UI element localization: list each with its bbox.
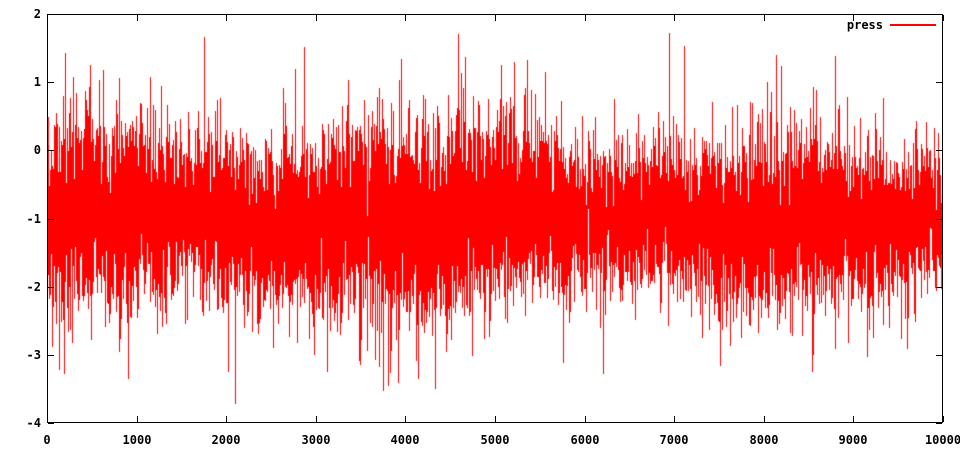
axis-tick-mark xyxy=(48,14,54,15)
x-tick-label: 7000 xyxy=(659,433,689,447)
axis-tick-mark xyxy=(764,416,765,422)
axis-tick-mark xyxy=(316,15,317,21)
axis-tick-mark xyxy=(674,416,675,422)
axis-tick-mark xyxy=(936,82,942,83)
y-tick-label: 1 xyxy=(33,75,41,89)
axis-tick-mark xyxy=(936,423,942,424)
x-tick-label: 10000 xyxy=(924,433,960,447)
axis-tick-mark xyxy=(585,416,586,422)
x-tick-label: 9000 xyxy=(838,433,868,447)
legend: press xyxy=(847,18,936,32)
axis-tick-mark xyxy=(405,15,406,21)
axis-tick-mark xyxy=(943,416,944,422)
axis-tick-mark xyxy=(226,15,227,21)
axis-tick-mark xyxy=(495,416,496,422)
axis-tick-mark xyxy=(674,15,675,21)
axis-tick-mark xyxy=(316,416,317,422)
axis-tick-mark xyxy=(137,416,138,422)
y-tick-label: -1 xyxy=(26,212,41,226)
y-tick-label: 2 xyxy=(33,7,41,21)
axis-tick-mark xyxy=(47,15,48,21)
axis-tick-mark xyxy=(48,82,54,83)
x-tick-label: 0 xyxy=(43,433,51,447)
axis-tick-mark xyxy=(853,416,854,422)
axis-tick-mark xyxy=(137,15,138,21)
legend-label: press xyxy=(846,18,883,32)
plot-border xyxy=(47,14,943,423)
axis-tick-mark xyxy=(48,423,54,424)
axis-tick-mark xyxy=(226,416,227,422)
axis-tick-mark xyxy=(48,219,54,220)
x-tick-label: 3000 xyxy=(301,433,331,447)
data-series-canvas xyxy=(47,14,943,423)
y-tick-label: -2 xyxy=(26,280,41,294)
axis-tick-mark xyxy=(495,15,496,21)
y-tick-label: -4 xyxy=(26,416,41,430)
axis-tick-mark xyxy=(47,416,48,422)
x-tick-label: 6000 xyxy=(570,433,600,447)
y-tick-label: 0 xyxy=(33,143,41,157)
x-tick-label: 2000 xyxy=(211,433,241,447)
axis-tick-mark xyxy=(48,287,54,288)
axis-tick-mark xyxy=(936,150,942,151)
axis-tick-mark xyxy=(405,416,406,422)
axis-tick-mark xyxy=(943,15,944,21)
y-tick-label: -3 xyxy=(26,348,41,362)
axis-tick-mark xyxy=(936,14,942,15)
x-tick-label: 5000 xyxy=(480,433,510,447)
x-tick-label: 8000 xyxy=(749,433,779,447)
axis-tick-mark xyxy=(936,355,942,356)
axis-tick-mark xyxy=(585,15,586,21)
axis-tick-mark xyxy=(764,15,765,21)
axis-tick-mark xyxy=(853,15,854,21)
axis-tick-mark xyxy=(48,355,54,356)
x-tick-label: 4000 xyxy=(390,433,420,447)
axis-tick-mark xyxy=(48,150,54,151)
axis-tick-mark xyxy=(936,287,942,288)
x-tick-label: 1000 xyxy=(122,433,152,447)
axis-tick-mark xyxy=(936,219,942,220)
legend-line-sample-icon xyxy=(890,24,936,26)
